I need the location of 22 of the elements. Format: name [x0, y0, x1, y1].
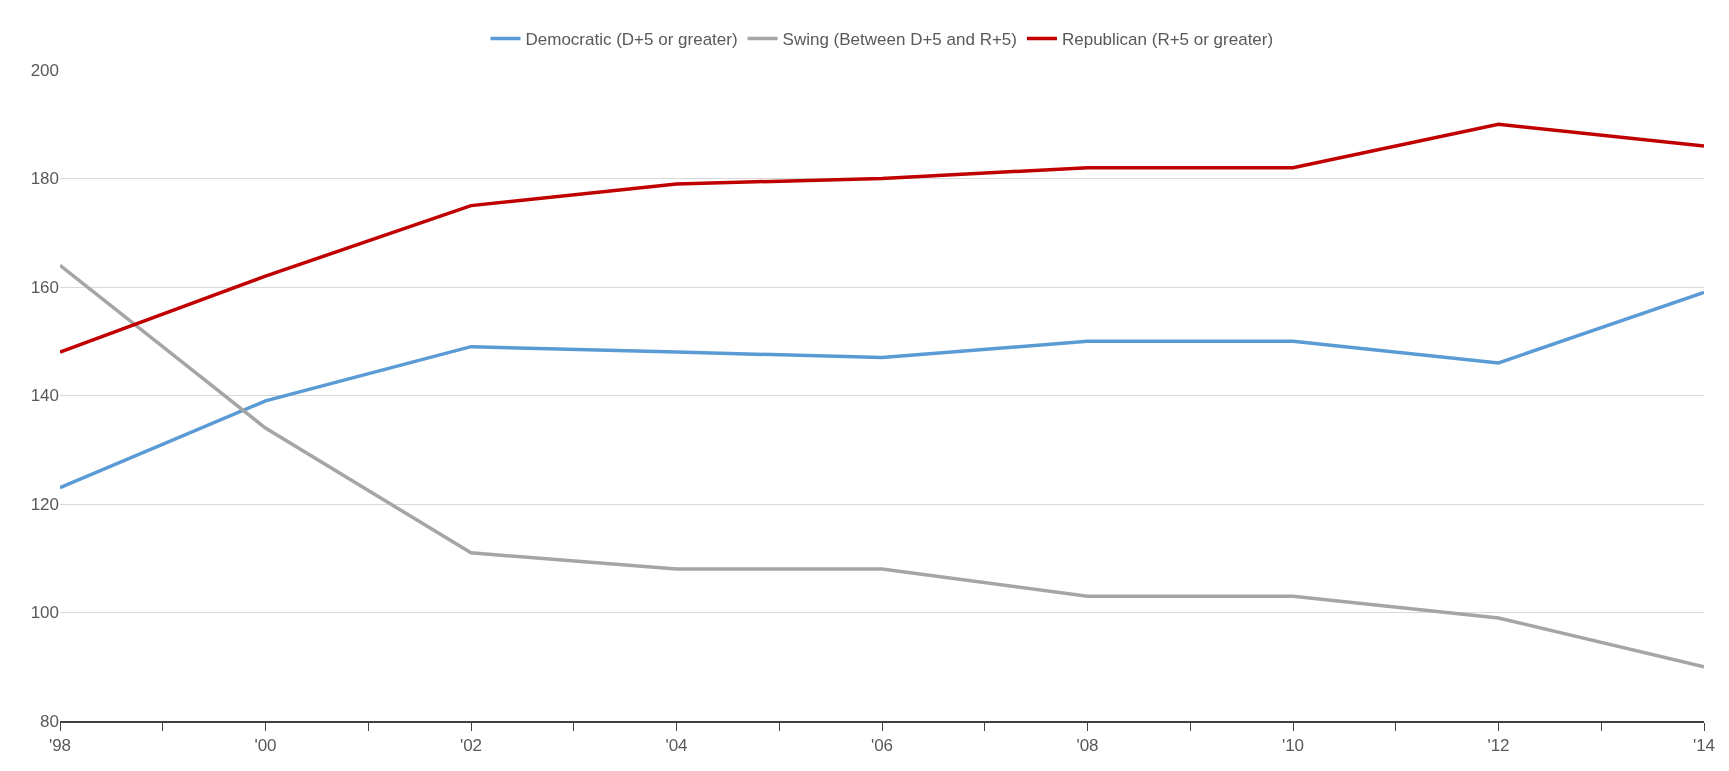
x-tick-label: '12	[1487, 736, 1510, 756]
x-tick-label: '02	[459, 736, 483, 756]
y-tick-label: 140	[30, 386, 59, 406]
x-tick-label: '00	[254, 736, 277, 756]
legend-label: Democratic (D+5 or greater)	[525, 30, 738, 50]
line-series	[60, 263, 1704, 669]
y-tick-label: 80	[40, 711, 59, 731]
x-tick-label: '04	[665, 736, 688, 756]
x-tick-label: '08	[1076, 736, 1099, 756]
x-tick-label: '14	[1692, 736, 1716, 756]
y-tick-label: 160	[30, 277, 59, 297]
legend-label: Swing (Between D+5 and R+5)	[782, 30, 1017, 50]
x-tick-label: '98	[48, 736, 72, 756]
y-tick-label: 180	[30, 169, 59, 189]
x-tick-label: '10	[1281, 736, 1305, 756]
line-series	[60, 122, 1704, 354]
y-tick-label: 120	[30, 494, 59, 514]
x-tick-label: '06	[870, 736, 894, 756]
line-series	[60, 290, 1704, 490]
legend-label: Republican (R+5 or greater)	[1061, 30, 1274, 50]
y-tick-label: 200	[30, 60, 59, 80]
y-tick-label: 100	[30, 603, 59, 623]
